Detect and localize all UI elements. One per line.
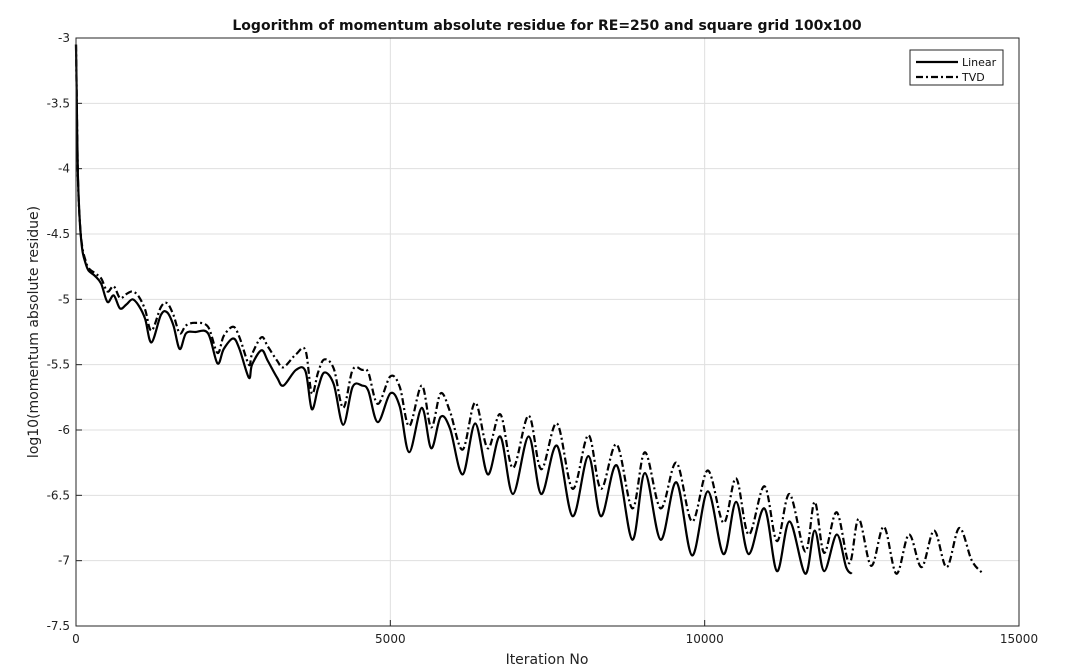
y-tick-label: -4 <box>58 162 70 176</box>
series-line-tvd <box>74 44 984 575</box>
y-axis-label: log10(momentum absolute residue) <box>26 206 42 458</box>
x-tick-label: 0 <box>72 632 80 646</box>
y-tick-label: -3.5 <box>47 96 70 110</box>
x-tick-label: 10000 <box>686 632 724 646</box>
legend-linear-label: Linear <box>962 56 997 69</box>
y-tick-label: -5.5 <box>47 358 70 372</box>
grid <box>76 38 1019 626</box>
y-tick-label: -6.5 <box>47 488 70 502</box>
y-tick-label: -7 <box>58 554 70 568</box>
legend: Linear TVD <box>909 49 1004 86</box>
plot-series <box>74 44 984 575</box>
x-axis-label: Iteration No <box>506 652 589 668</box>
x-tick-label: 15000 <box>1000 632 1038 646</box>
y-tick-label: -5 <box>58 292 70 306</box>
axis-ticks: 0 5000 10000 15000 -3 -3.5 -4 -4.5 -5 -5.5 -6 -6.5 -… <box>47 31 1039 646</box>
series-line-linear <box>74 44 853 575</box>
y-tick-label: -7.5 <box>47 619 70 633</box>
y-tick-label: -6 <box>58 423 70 437</box>
x-tick-label: 5000 <box>375 632 406 646</box>
y-tick-label: -3 <box>58 31 70 45</box>
y-tick-label: -4.5 <box>47 227 70 241</box>
chart-title: Logorithm of momentum absolute residue f… <box>232 18 861 34</box>
legend-box <box>909 49 1004 86</box>
plot-area-frame <box>75 37 1020 627</box>
legend-tvd-label: TVD <box>961 71 985 84</box>
